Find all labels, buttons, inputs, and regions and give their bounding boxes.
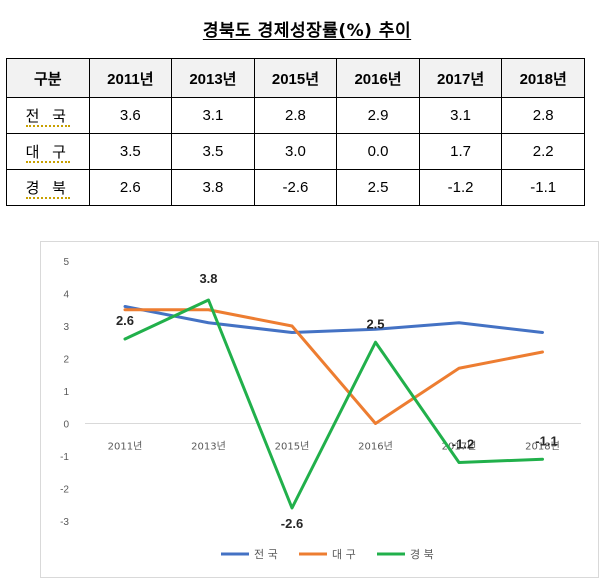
y-tick-label: -2 bbox=[60, 485, 69, 496]
growth-table: 구분 2011년 2013년 2015년 2016년 2017년 2018년 전… bbox=[6, 58, 585, 206]
table-cell: 3.6 bbox=[88, 97, 173, 134]
series-line bbox=[123, 298, 544, 510]
table-cell: 3.5 bbox=[171, 133, 255, 170]
row-header: 경 북 bbox=[6, 169, 90, 206]
table-cell: 3.0 bbox=[253, 133, 338, 170]
table-cell: -1.1 bbox=[501, 169, 585, 206]
series-line bbox=[123, 305, 544, 334]
data-label: -1.1 bbox=[535, 433, 557, 448]
table-cell: 2.6 bbox=[88, 169, 173, 206]
row-header: 대 구 bbox=[6, 133, 90, 170]
x-tick-label: 2013년 bbox=[191, 441, 226, 453]
x-tick-label: 2016년 bbox=[358, 441, 393, 453]
table-cell: 3.8 bbox=[171, 169, 255, 206]
chart-title: 경북도 경제성장률(%) 추이 bbox=[0, 16, 614, 41]
legend-label: 경 북 bbox=[410, 548, 434, 561]
y-tick-label: 5 bbox=[63, 257, 69, 268]
series-line bbox=[123, 308, 544, 425]
column-header: 2011년 bbox=[88, 58, 173, 98]
table-row: 경 북 2.6 3.8 -2.6 2.5 -1.2 -1.1 bbox=[6, 169, 585, 206]
y-tick-label: -1 bbox=[60, 452, 69, 463]
table-header-row: 구분 2011년 2013년 2015년 2016년 2017년 2018년 bbox=[6, 58, 585, 98]
data-label: 2.6 bbox=[116, 313, 134, 328]
column-header: 2015년 bbox=[253, 58, 338, 98]
table-cell: 3.1 bbox=[418, 97, 503, 134]
column-header: 2017년 bbox=[418, 58, 503, 98]
title-text: 경북도 경제성장률(%) 추이 bbox=[202, 21, 412, 41]
table-cell: 2.2 bbox=[501, 133, 585, 170]
table-cell: 2.9 bbox=[336, 97, 420, 134]
table-cell: 0.0 bbox=[336, 133, 420, 170]
table-cell: 1.7 bbox=[418, 133, 503, 170]
y-tick-label: -3 bbox=[60, 517, 69, 528]
row-header-label: 전 국 bbox=[25, 107, 70, 127]
data-label: 3.8 bbox=[199, 271, 217, 286]
x-tick-label: 2011년 bbox=[108, 441, 143, 453]
y-tick-label: 3 bbox=[63, 322, 69, 333]
table-cell: -1.2 bbox=[418, 169, 503, 206]
y-tick-label: 2 bbox=[63, 355, 69, 366]
column-header: 2013년 bbox=[171, 58, 255, 98]
line-chart: 5 4 3 2 1 0 -1 -2 -3 2011년 2013년 2015년 2016년 2017년 201… bbox=[40, 241, 599, 578]
table-cell: 2.5 bbox=[336, 169, 420, 206]
x-tick-label: 2015년 bbox=[275, 441, 310, 453]
y-tick-label: 0 bbox=[63, 420, 69, 431]
x-tick-label: 2018년 bbox=[525, 441, 560, 453]
table-row: 대 구 3.5 3.5 3.0 0.0 1.7 2.2 bbox=[6, 133, 585, 170]
row-header: 전 국 bbox=[6, 97, 90, 134]
legend-label: 전 국 bbox=[254, 548, 278, 561]
row-header-label: 경 북 bbox=[25, 179, 70, 199]
column-header: 2016년 bbox=[336, 58, 420, 98]
table-cell: 3.5 bbox=[88, 133, 173, 170]
row-header-label: 대 구 bbox=[25, 143, 70, 163]
data-label: -2.6 bbox=[281, 516, 303, 531]
table-cell: 2.8 bbox=[501, 97, 585, 134]
data-label: 2.5 bbox=[366, 316, 384, 331]
table-cell: 2.8 bbox=[253, 97, 338, 134]
column-header: 2018년 bbox=[501, 58, 585, 98]
y-tick-label: 4 bbox=[63, 290, 69, 301]
y-tick-label: 1 bbox=[63, 387, 69, 398]
table-cell: -2.6 bbox=[253, 169, 338, 206]
table-cell: 3.1 bbox=[171, 97, 255, 134]
data-label: -1.2 bbox=[452, 437, 474, 452]
table-row: 전 국 3.6 3.1 2.8 2.9 3.1 2.8 bbox=[6, 97, 585, 134]
table-corner-header: 구분 bbox=[6, 58, 90, 98]
legend-label: 대 구 bbox=[332, 548, 356, 561]
